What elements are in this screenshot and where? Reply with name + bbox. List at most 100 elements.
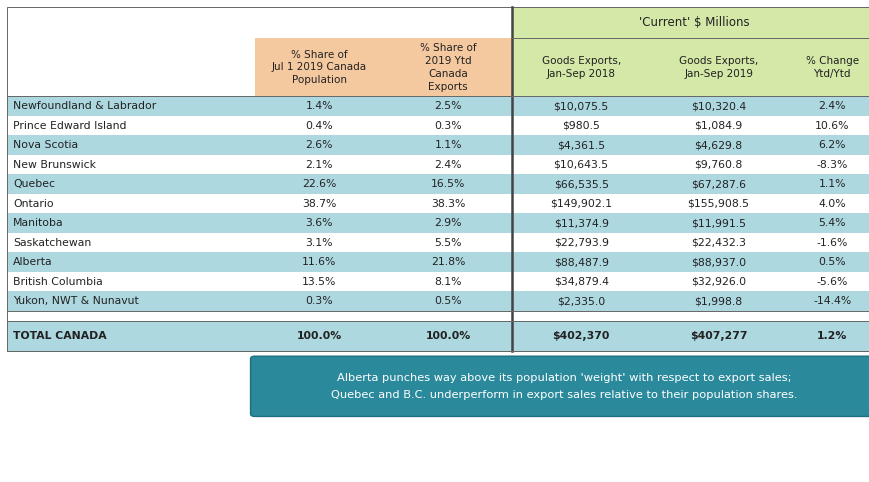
Text: 1.4%: 1.4%	[305, 101, 333, 111]
Text: $22,432.3: $22,432.3	[690, 238, 746, 248]
Text: 38.7%: 38.7%	[302, 199, 336, 209]
Bar	[383, 39, 512, 96]
Text: 2.1%: 2.1%	[305, 160, 333, 170]
Text: -14.4%: -14.4%	[813, 296, 850, 306]
Bar	[7, 321, 869, 351]
Text: Nova Scotia: Nova Scotia	[13, 140, 78, 150]
Text: $34,879.4: $34,879.4	[553, 277, 608, 287]
Text: $67,287.6: $67,287.6	[690, 179, 746, 189]
Text: $11,991.5: $11,991.5	[690, 218, 746, 228]
Text: -1.6%: -1.6%	[815, 238, 847, 248]
Text: % Share of
Jul 1 2019 Canada
Population: % Share of Jul 1 2019 Canada Population	[271, 50, 367, 85]
Bar	[7, 272, 869, 292]
Text: Goods Exports,
Jan-Sep 2019: Goods Exports, Jan-Sep 2019	[678, 56, 758, 79]
Text: Alberta punches way above its population 'weight' with respect to export sales;
: Alberta punches way above its population…	[330, 373, 796, 400]
Bar	[7, 311, 869, 321]
Bar	[7, 214, 869, 233]
Text: 3.1%: 3.1%	[305, 238, 333, 248]
Text: Newfoundland & Labrador: Newfoundland & Labrador	[13, 101, 156, 111]
Text: 100.0%: 100.0%	[425, 332, 470, 341]
Text: -8.3%: -8.3%	[815, 160, 847, 170]
Text: 100.0%: 100.0%	[296, 332, 342, 341]
Text: 'Current' $ Millions: 'Current' $ Millions	[639, 16, 749, 29]
Bar	[7, 7, 255, 96]
FancyBboxPatch shape	[250, 356, 869, 416]
Text: $1,998.8: $1,998.8	[693, 296, 742, 306]
Text: 2.4%: 2.4%	[434, 160, 461, 170]
Text: 38.3%: 38.3%	[430, 199, 465, 209]
Bar	[786, 39, 869, 96]
Text: 0.3%: 0.3%	[434, 120, 461, 131]
Text: Saskatchewan: Saskatchewan	[13, 238, 91, 248]
Text: Manitoba: Manitoba	[13, 218, 63, 228]
Text: 11.6%: 11.6%	[302, 257, 336, 267]
Text: $10,643.5: $10,643.5	[553, 160, 608, 170]
Text: $4,361.5: $4,361.5	[556, 140, 605, 150]
Text: 3.6%: 3.6%	[305, 218, 333, 228]
Text: 2.5%: 2.5%	[434, 101, 461, 111]
Text: Alberta: Alberta	[13, 257, 53, 267]
Text: $407,277: $407,277	[689, 332, 746, 341]
Text: TOTAL CANADA: TOTAL CANADA	[13, 332, 107, 341]
Text: 2.4%: 2.4%	[818, 101, 845, 111]
Text: % Change
Ytd/Ytd: % Change Ytd/Ytd	[805, 56, 858, 79]
Text: $22,793.9: $22,793.9	[553, 238, 608, 248]
Text: Quebec: Quebec	[13, 179, 55, 189]
Text: $10,320.4: $10,320.4	[690, 101, 746, 111]
Text: Ontario: Ontario	[13, 199, 54, 209]
Bar	[7, 194, 869, 214]
Text: 21.8%: 21.8%	[430, 257, 465, 267]
Text: -5.6%: -5.6%	[815, 277, 847, 287]
Bar	[512, 39, 649, 96]
Text: $88,937.0: $88,937.0	[690, 257, 746, 267]
Text: 0.4%: 0.4%	[305, 120, 333, 131]
Bar	[7, 292, 869, 311]
Bar	[649, 39, 786, 96]
Text: $1,084.9: $1,084.9	[693, 120, 742, 131]
Text: 13.5%: 13.5%	[302, 277, 336, 287]
Bar	[7, 7, 869, 351]
Text: 22.6%: 22.6%	[302, 179, 336, 189]
Text: Yukon, NWT & Nunavut: Yukon, NWT & Nunavut	[13, 296, 139, 306]
Text: $402,370: $402,370	[552, 332, 609, 341]
Text: 8.1%: 8.1%	[434, 277, 461, 287]
Bar	[512, 7, 869, 39]
Text: $9,760.8: $9,760.8	[693, 160, 742, 170]
Text: $11,374.9: $11,374.9	[553, 218, 608, 228]
Text: 6.2%: 6.2%	[818, 140, 845, 150]
Text: 4.0%: 4.0%	[818, 199, 845, 209]
Bar	[7, 96, 869, 116]
Bar	[7, 155, 869, 174]
Text: British Columbia: British Columbia	[13, 277, 103, 287]
Text: 1.1%: 1.1%	[818, 179, 845, 189]
Bar	[7, 135, 869, 155]
Text: $88,487.9: $88,487.9	[553, 257, 608, 267]
Bar	[255, 39, 383, 96]
Text: 10.6%: 10.6%	[814, 120, 848, 131]
Text: 16.5%: 16.5%	[430, 179, 465, 189]
Bar	[7, 253, 869, 272]
Text: $32,926.0: $32,926.0	[690, 277, 746, 287]
Text: 2.6%: 2.6%	[305, 140, 333, 150]
Text: $155,908.5: $155,908.5	[687, 199, 749, 209]
Text: 1.1%: 1.1%	[434, 140, 461, 150]
Text: $4,629.8: $4,629.8	[693, 140, 742, 150]
Text: 0.5%: 0.5%	[818, 257, 845, 267]
Text: $10,075.5: $10,075.5	[553, 101, 608, 111]
Text: New Brunswick: New Brunswick	[13, 160, 96, 170]
Bar	[7, 116, 869, 135]
Text: $980.5: $980.5	[561, 120, 600, 131]
Bar	[7, 174, 869, 194]
Text: 1.2%: 1.2%	[816, 332, 846, 341]
Text: $2,335.0: $2,335.0	[556, 296, 605, 306]
Text: 2.9%: 2.9%	[434, 218, 461, 228]
Text: Goods Exports,
Jan-Sep 2018: Goods Exports, Jan-Sep 2018	[541, 56, 620, 79]
Text: 5.5%: 5.5%	[434, 238, 461, 248]
Text: % Share of
2019 Ytd
Canada
Exports: % Share of 2019 Ytd Canada Exports	[419, 43, 476, 92]
Bar	[7, 233, 869, 253]
Text: 0.3%: 0.3%	[305, 296, 333, 306]
Text: Prince Edward Island: Prince Edward Island	[13, 120, 126, 131]
Text: 5.4%: 5.4%	[818, 218, 845, 228]
Text: $66,535.5: $66,535.5	[553, 179, 608, 189]
Text: $149,902.1: $149,902.1	[549, 199, 612, 209]
